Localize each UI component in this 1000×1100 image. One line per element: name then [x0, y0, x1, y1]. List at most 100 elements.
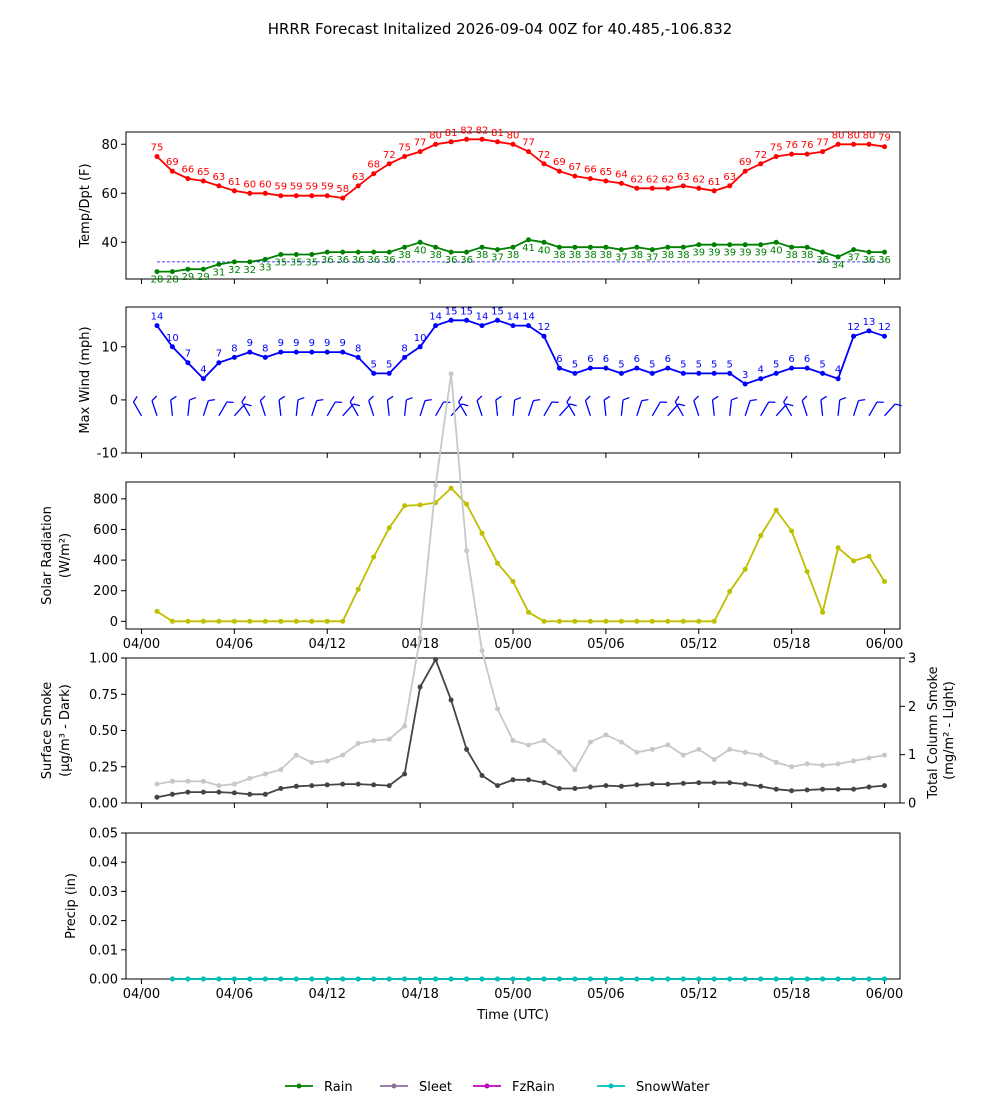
data-point: [727, 589, 733, 594]
data-point: [866, 976, 872, 982]
data-point: [479, 530, 485, 536]
data-point: [742, 168, 748, 174]
wind-barb-staff: [278, 399, 282, 416]
data-label: 36: [460, 255, 473, 266]
data-point: [634, 976, 640, 982]
data-label: 36: [863, 255, 876, 266]
data-label: 37: [491, 253, 504, 264]
data-point: [417, 149, 423, 155]
data-label: 35: [290, 258, 303, 269]
wind-barb: [233, 403, 252, 417]
data-label: 82: [460, 125, 473, 136]
data-label: 12: [538, 322, 551, 333]
wind-barb: [170, 395, 177, 416]
data-label: 39: [754, 248, 767, 259]
legend-label: FzRain: [512, 1080, 555, 1095]
data-point: [742, 976, 748, 982]
data-point: [680, 976, 686, 982]
wind-barb-staff: [295, 399, 299, 416]
data-label: 36: [352, 255, 365, 266]
data-point: [572, 976, 578, 982]
data-point: [324, 249, 330, 255]
wind-barb-staff: [495, 399, 499, 416]
data-label: 5: [727, 359, 733, 370]
data-label: 36: [336, 255, 349, 266]
data-point: [278, 786, 284, 791]
data-point: [231, 781, 237, 787]
y-tick-label: 0.25: [89, 760, 118, 775]
wind-barb-staff: [674, 401, 684, 417]
data-point: [154, 154, 160, 159]
data-point: [789, 528, 795, 534]
data-label: 72: [383, 150, 396, 161]
data-point: [556, 365, 562, 371]
data-point: [851, 247, 857, 253]
wind-barb-staff: [852, 400, 860, 417]
data-label: 6: [804, 354, 810, 365]
data-label: 62: [692, 174, 705, 185]
data-point: [711, 188, 717, 194]
legend-item-sleet: Sleet: [380, 1080, 452, 1095]
data-point: [355, 249, 361, 255]
data-point: [773, 759, 779, 765]
data-label: 63: [677, 172, 690, 183]
data-label: 34: [832, 260, 845, 271]
data-label: 62: [661, 174, 674, 185]
data-point: [882, 752, 887, 758]
data-point: [200, 376, 206, 382]
data-point: [649, 618, 655, 624]
data-point: [773, 507, 779, 513]
data-label: 65: [600, 167, 613, 178]
data-point: [293, 752, 299, 758]
data-label: 9: [247, 338, 253, 349]
data-label: 69: [739, 157, 752, 168]
data-point: [603, 783, 609, 789]
data-label: 10: [414, 333, 427, 344]
y-tick-label: 400: [93, 554, 118, 569]
data-point: [587, 176, 593, 182]
data-point: [185, 176, 191, 182]
x-tick-label: 06/00: [866, 637, 903, 652]
data-point: [851, 333, 857, 339]
series-line-surface-smoke: [156, 657, 885, 799]
data-label: 28: [151, 275, 164, 286]
data-point: [169, 168, 175, 174]
data-point: [820, 149, 826, 155]
data-point: [665, 781, 671, 787]
data-point: [742, 381, 748, 387]
data-point: [464, 548, 470, 554]
wind-barb: [584, 395, 592, 417]
y-tick-label: 80: [101, 138, 118, 153]
data-point: [665, 976, 671, 982]
data-point: [231, 354, 237, 360]
data-label: 38: [429, 250, 442, 261]
x-tick-label: 05/00: [494, 987, 531, 1002]
y-tick-label: 60: [101, 187, 118, 202]
data-point: [340, 618, 346, 624]
wind-barb-staff: [419, 400, 426, 417]
data-point: [386, 525, 392, 531]
data-point: [371, 554, 377, 560]
data-label: 36: [367, 255, 380, 266]
wind-barb-staff: [349, 401, 359, 417]
data-point: [479, 773, 485, 778]
data-point: [526, 976, 531, 982]
data-point: [510, 323, 516, 329]
wind-barb-staff: [667, 403, 679, 417]
data-label: 38: [801, 250, 814, 261]
data-point: [371, 171, 377, 177]
data-label: 29: [197, 272, 210, 283]
data-point: [758, 242, 764, 248]
y-tick-label: 800: [93, 492, 118, 507]
data-point: [696, 242, 702, 248]
data-point: [262, 354, 268, 360]
wind-barb: [711, 395, 719, 416]
wind-barb: [775, 403, 794, 417]
wind-barb-staff: [693, 400, 700, 417]
wind-barb-staff: [170, 399, 174, 416]
data-point: [665, 618, 671, 624]
wind-barb: [667, 403, 686, 417]
data-label: 36: [816, 255, 829, 266]
data-point: [433, 657, 439, 662]
